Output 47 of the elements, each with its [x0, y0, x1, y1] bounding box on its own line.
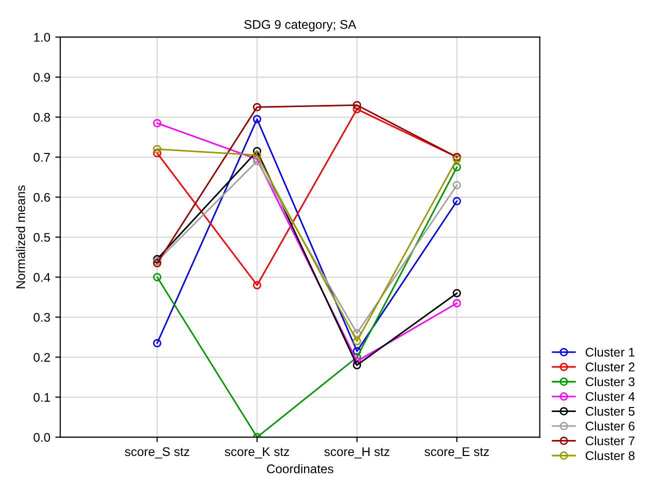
chart-title: SDG 9 category; SA	[244, 20, 356, 32]
legend-label: Cluster 7	[586, 436, 634, 446]
point	[352, 100, 362, 110]
point	[452, 298, 462, 308]
legend-label: Cluster 2	[586, 362, 634, 372]
x-tick-label: score_K stz	[224, 447, 290, 458]
point	[352, 104, 362, 114]
y-tick-label: 0.2	[34, 352, 50, 362]
point	[153, 118, 162, 128]
legend-label: Cluster 4	[586, 392, 635, 401]
point	[252, 280, 262, 290]
point	[252, 150, 262, 160]
y-tick-label: 0.8	[34, 112, 50, 122]
legend-label: Cluster 6	[586, 421, 635, 431]
point	[252, 114, 262, 124]
y-axis-title: Normalized means	[16, 185, 26, 288]
point	[452, 196, 462, 206]
point	[452, 162, 462, 172]
point	[352, 328, 362, 338]
y-tick-label: 0.5	[34, 232, 50, 242]
y-tick-label: 0.9	[34, 72, 50, 82]
x-tick-label: score_S stz	[124, 447, 190, 458]
point	[153, 272, 162, 282]
legend-label: Cluster 8	[586, 450, 635, 460]
point	[352, 360, 362, 370]
point	[352, 346, 362, 356]
y-tick-label: 0.6	[34, 192, 50, 202]
point	[452, 180, 462, 190]
y-tick-label: 0.1	[34, 392, 50, 402]
x-tick-label: score_H stz	[324, 447, 390, 458]
legend-label: Cluster 3	[586, 377, 635, 386]
y-tick-label: 0.0	[34, 432, 50, 442]
point	[252, 102, 262, 112]
legend-label: Cluster 5	[586, 406, 635, 416]
x-axis-title: Coordinates	[266, 464, 334, 474]
y-tick-label: 0.4	[34, 272, 50, 282]
point	[252, 146, 262, 156]
y-tick-label: 0.3	[34, 312, 50, 322]
point	[153, 338, 162, 348]
point	[452, 288, 462, 298]
point	[153, 144, 162, 154]
y-tick-label: 1.0	[34, 32, 50, 42]
point	[153, 148, 162, 158]
y-tick-label: 0.7	[34, 152, 50, 162]
legend-label: Cluster 1	[586, 347, 634, 357]
point	[352, 336, 362, 346]
x-tick-label: score_E stz	[424, 447, 489, 458]
